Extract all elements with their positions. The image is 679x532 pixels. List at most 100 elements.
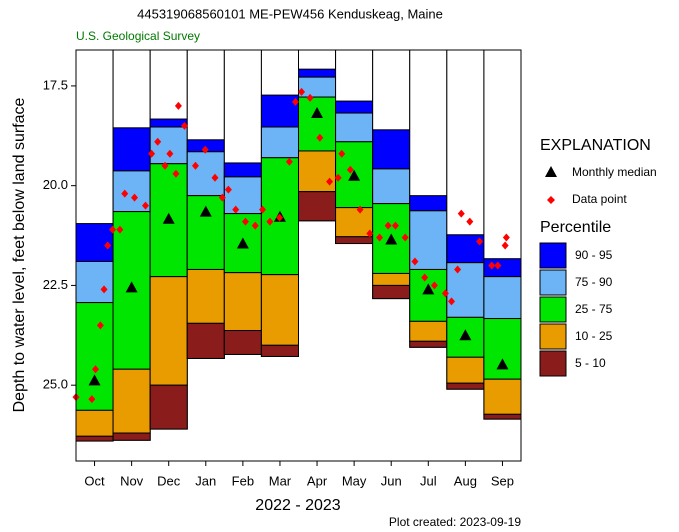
- legend-label: Monthly median: [572, 165, 657, 179]
- x-tick-label: Jul: [420, 473, 437, 488]
- footer: Plot created: 2023-09-19: [389, 515, 521, 529]
- data-point: [266, 217, 274, 226]
- data-point: [326, 177, 334, 186]
- x-tick-label: Feb: [232, 473, 254, 488]
- median-marker: [88, 374, 101, 386]
- x-tick-label: Sep: [491, 473, 514, 488]
- data-point: [259, 205, 267, 214]
- data-point: [104, 241, 112, 250]
- percentile-band: [149, 126, 188, 165]
- data-point: [401, 233, 409, 242]
- legend-point-marker: [547, 196, 555, 204]
- data-point: [148, 149, 156, 158]
- percentile-band: [298, 191, 337, 222]
- data-point: [224, 185, 232, 194]
- percentile-band: [75, 260, 114, 304]
- x-tick-label: Dec: [157, 473, 181, 488]
- median-marker: [459, 329, 472, 341]
- x-tick-label: Jun: [381, 473, 402, 488]
- data-point: [441, 289, 449, 298]
- data-point: [502, 233, 510, 242]
- percentile-band: [483, 413, 522, 420]
- percentile-band: [446, 262, 485, 318]
- median-marker: [385, 233, 398, 245]
- percentile-band: [186, 268, 225, 324]
- x-tick-label: Mar: [269, 473, 292, 488]
- data-point: [172, 169, 180, 178]
- percentile-band: [75, 435, 114, 442]
- data-point: [201, 145, 209, 154]
- percentile-band: [149, 276, 188, 386]
- data-point: [501, 241, 509, 250]
- data-point: [338, 149, 346, 158]
- percentile-band: [298, 150, 337, 193]
- percentile-band: [483, 258, 522, 278]
- percentile-band: [446, 356, 485, 384]
- percentile-band: [483, 318, 522, 380]
- data-point: [131, 193, 139, 202]
- median-marker: [162, 212, 175, 224]
- data-point: [88, 395, 96, 404]
- percentile-band: [186, 151, 225, 197]
- median-marker: [348, 169, 361, 181]
- data-point: [454, 265, 462, 274]
- data-point: [306, 93, 314, 102]
- data-point: [285, 157, 293, 166]
- data-point: [181, 121, 189, 130]
- median-marker: [311, 107, 324, 119]
- data-point: [276, 213, 284, 222]
- y-axis-label: Depth to water level, feet below land su…: [11, 97, 28, 412]
- legend-median-marker: [545, 166, 557, 177]
- percentile-band: [112, 368, 151, 434]
- y-tick-label: 22.5: [43, 277, 68, 292]
- data-point: [211, 173, 219, 182]
- data-point: [109, 225, 117, 234]
- percentile-band: [335, 112, 374, 143]
- percentile-band: [335, 207, 374, 238]
- data-point: [291, 97, 299, 106]
- percentile-band: [75, 409, 114, 437]
- data-point: [154, 137, 162, 146]
- data-point: [391, 221, 399, 230]
- data-point: [494, 261, 502, 270]
- legend-swatch: [539, 323, 567, 350]
- data-point: [174, 101, 182, 110]
- legend-swatch: [539, 296, 567, 323]
- y-tick-label: 25.0: [43, 377, 68, 392]
- data-point: [121, 189, 129, 198]
- percentile-band: [372, 129, 411, 170]
- percentile-band: [260, 274, 299, 346]
- data-point: [466, 217, 474, 226]
- percentile-title: Percentile: [540, 219, 611, 236]
- percentile-band: [483, 378, 522, 415]
- x-tick-label: Oct: [84, 473, 105, 488]
- data-point: [161, 161, 169, 170]
- legend-title: EXPLANATION: [540, 137, 651, 154]
- legend-label: 90 - 95: [575, 248, 613, 262]
- data-point: [334, 173, 342, 182]
- x-tick-label: May: [342, 473, 367, 488]
- percentile-band: [260, 344, 299, 357]
- data-point: [141, 201, 149, 210]
- data-point: [488, 261, 496, 270]
- percentile-band: [409, 195, 448, 212]
- legend-swatch: [539, 350, 567, 377]
- median-marker: [125, 281, 138, 293]
- legend-label: 5 - 10: [575, 356, 606, 370]
- percentile-band: [223, 272, 262, 332]
- percentile-band: [335, 100, 374, 114]
- data-point: [448, 297, 456, 306]
- percentile-band: [409, 268, 448, 322]
- legend-label: Data point: [572, 192, 627, 206]
- percentile-band: [298, 96, 337, 152]
- percentile-band: [298, 76, 337, 98]
- plot-frame: [75, 49, 522, 462]
- x-axis-label: 2022 - 2023: [255, 497, 341, 514]
- data-point: [96, 321, 104, 330]
- data-point: [476, 237, 484, 246]
- data-point: [116, 225, 124, 234]
- data-point: [100, 285, 108, 294]
- y-tick-label: 17.5: [43, 77, 68, 92]
- median-marker: [496, 358, 509, 370]
- data-point: [166, 149, 174, 158]
